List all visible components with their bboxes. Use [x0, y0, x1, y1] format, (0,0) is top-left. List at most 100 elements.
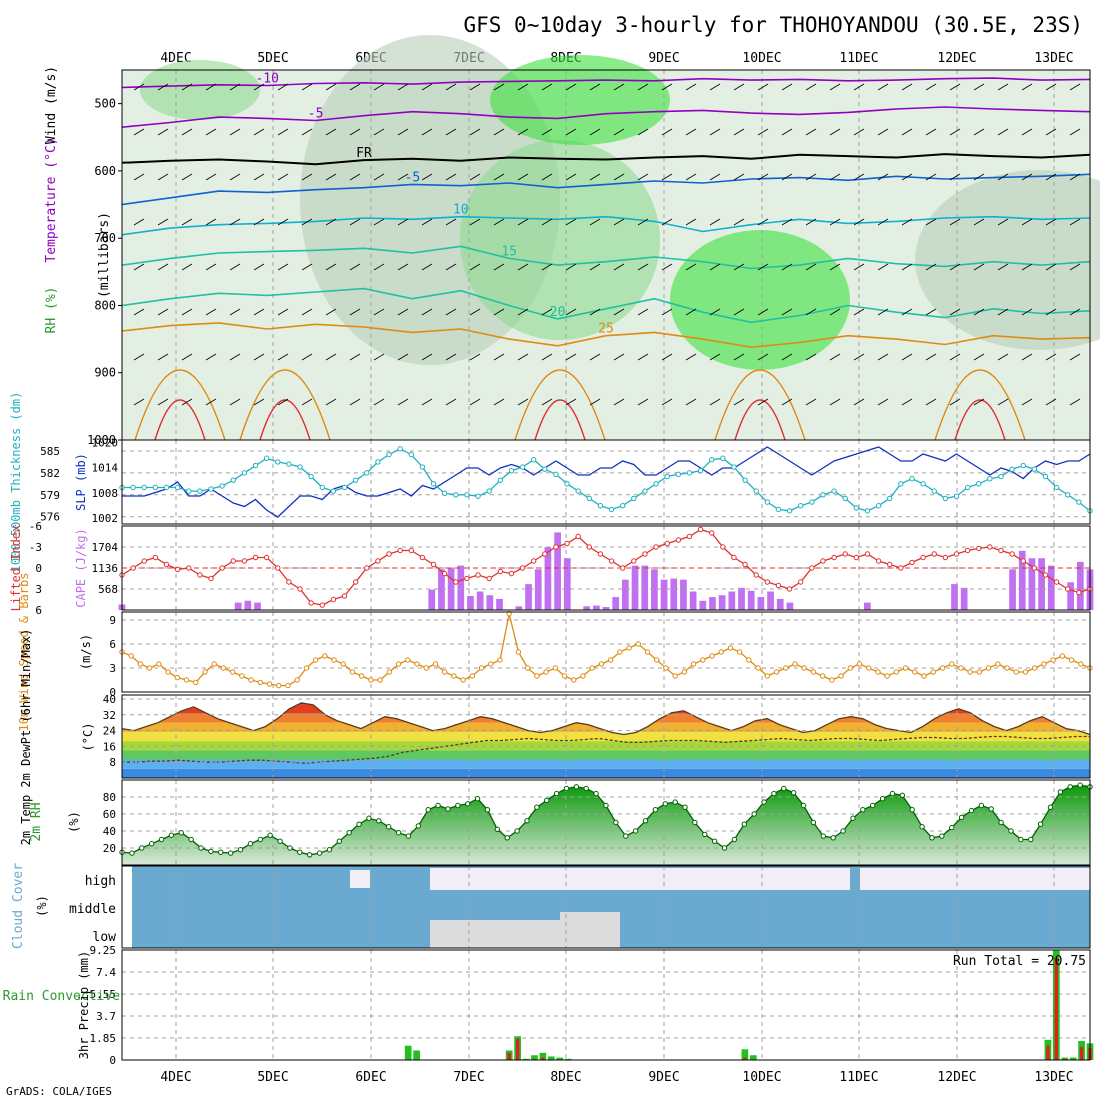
- wind-barb: [565, 128, 577, 136]
- wind-barb: [757, 353, 769, 361]
- thickness-line-point: [809, 499, 815, 505]
- temperature-contour: [121, 215, 1091, 236]
- y-tick-label: 700: [94, 231, 116, 245]
- y-axis-label: (%): [35, 895, 49, 917]
- thickness-line-point: [586, 495, 593, 502]
- rh-line-point: [642, 818, 649, 824]
- rh-line-point: [830, 835, 836, 841]
- x-tick-label: 6DEC: [355, 1070, 386, 1085]
- wind-barb: [829, 263, 841, 271]
- wind-barb: [541, 398, 553, 406]
- x-tick-label: 4DEC: [160, 1070, 191, 1085]
- wind-barb: [757, 173, 769, 181]
- panel-frame: [121, 865, 1091, 949]
- rh-line-point: [465, 801, 471, 807]
- wind-speed-line-point: [681, 669, 688, 675]
- wind-barb: [517, 398, 529, 406]
- precip-total-bar: [556, 1057, 564, 1060]
- temperature-contour: [121, 106, 1091, 128]
- wind-barb: [973, 218, 985, 226]
- wind-barb: [277, 218, 289, 226]
- lifted-index-line-point: [920, 554, 926, 561]
- rh-shading: [140, 60, 260, 120]
- wind-barb: [301, 218, 313, 226]
- wind-barb: [421, 308, 433, 316]
- thickness-line-point: [352, 477, 359, 483]
- wind-barb: [349, 83, 361, 91]
- wind-barb: [517, 128, 529, 136]
- wind-barb: [973, 353, 985, 361]
- wind-barb: [1021, 308, 1033, 316]
- wind-barb: [973, 128, 985, 136]
- panel-label: Cloud Cover: [11, 863, 26, 949]
- lifted-index-line-point: [619, 565, 626, 571]
- thickness-line-point: [174, 484, 181, 491]
- rh-line-point: [267, 832, 273, 838]
- wind-barb: [685, 308, 697, 316]
- thickness-line-point: [375, 459, 381, 465]
- y-tick-label-li: 6: [35, 604, 42, 617]
- wind-barb: [181, 128, 193, 136]
- y-tick-label-li: 3: [35, 583, 42, 596]
- lifted-index-line-point: [1065, 586, 1071, 592]
- thickness-line-point: [820, 492, 826, 498]
- thickness-line-point: [953, 493, 960, 499]
- panel-frame: [121, 525, 1091, 611]
- lifted-index-line-point: [397, 547, 403, 554]
- wind-barb: [733, 128, 745, 136]
- wind-barb: [421, 353, 433, 361]
- wind-barb: [685, 218, 697, 226]
- temperature-contour: [121, 322, 1091, 349]
- wind-barb: [829, 218, 841, 226]
- thickness-line: [122, 448, 1091, 512]
- rh-line-point: [652, 807, 659, 813]
- thickness-line-point: [530, 457, 537, 463]
- wind-barb: [829, 308, 841, 316]
- lifted-index-line-point: [753, 572, 759, 578]
- thickness-line-point: [163, 484, 170, 491]
- wind-speed-line-point: [580, 673, 586, 679]
- wind-barb: [349, 218, 361, 226]
- wind-barb: [373, 128, 385, 136]
- wind-barb: [133, 128, 145, 136]
- wind-barb: [517, 353, 529, 361]
- y-tick-label: 600: [94, 164, 116, 178]
- temperature-contour: [534, 399, 586, 441]
- panel-frame: [121, 779, 1091, 866]
- wind-barb: [733, 263, 745, 271]
- wind-barb: [253, 398, 265, 406]
- wind-barb: [397, 218, 409, 226]
- lifted-index-line-point: [820, 558, 826, 564]
- wind-speed-line-point: [386, 669, 393, 675]
- y-tick-label: 40: [103, 825, 116, 838]
- wind-speed-line-point: [211, 661, 217, 667]
- thickness-line-point: [653, 481, 659, 487]
- thickness-line-point: [419, 464, 426, 470]
- wind-speed-line-point: [958, 665, 964, 671]
- wind-barb: [661, 308, 673, 316]
- wind-speed-line-point: [423, 665, 429, 671]
- thickness-line-point: [564, 481, 570, 487]
- wind-barb: [733, 173, 745, 181]
- lifted-index-line-point: [809, 565, 815, 571]
- thickness-line-point: [453, 492, 459, 498]
- thickness-line-point: [931, 488, 937, 494]
- wind-barb: [757, 128, 769, 136]
- precip-total-bar: [531, 1055, 538, 1060]
- rh-line-point: [672, 799, 678, 805]
- rh-line-point: [929, 835, 935, 841]
- rh-line-point: [1028, 836, 1034, 843]
- wind-speed-line-point: [488, 661, 494, 667]
- wind-barb: [1069, 218, 1081, 226]
- thickness-line-point: [798, 503, 804, 509]
- y-tick-label-slp: 1008: [92, 487, 119, 500]
- y-tick-label-thickness: 585: [40, 445, 60, 458]
- wind-barb: [805, 353, 817, 361]
- wind-speed-line-point: [146, 665, 153, 671]
- wind-barb: [253, 83, 265, 91]
- lifted-index-line-point: [497, 568, 503, 575]
- rh-line-point: [336, 838, 343, 844]
- wind-barb: [997, 218, 1009, 226]
- wind-barb: [949, 308, 961, 316]
- rh-line-point: [711, 838, 718, 844]
